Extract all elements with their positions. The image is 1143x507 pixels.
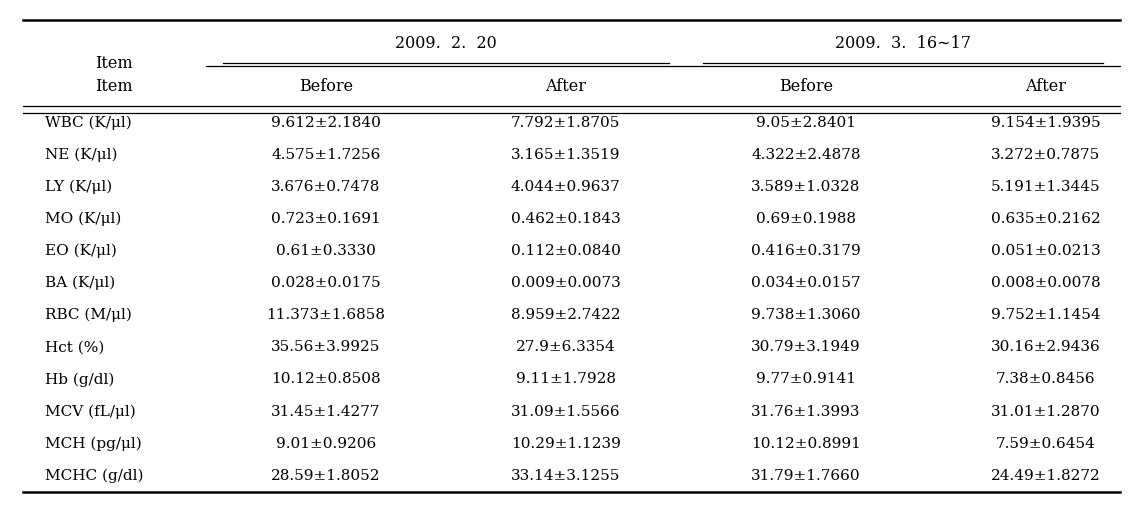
Text: 31.09±1.5566: 31.09±1.5566 [511, 405, 621, 418]
Text: 24.49±1.8272: 24.49±1.8272 [991, 469, 1101, 483]
Text: MO (K/μl): MO (K/μl) [45, 211, 121, 226]
Text: Item: Item [96, 78, 133, 95]
Text: 0.635±0.2162: 0.635±0.2162 [991, 212, 1101, 226]
Text: 4.575±1.7256: 4.575±1.7256 [271, 148, 381, 162]
Text: 5.191±1.3445: 5.191±1.3445 [991, 180, 1101, 194]
Text: BA (K/μl): BA (K/μl) [45, 276, 115, 291]
Text: 9.01±0.9206: 9.01±0.9206 [275, 437, 376, 451]
Text: 31.45±1.4277: 31.45±1.4277 [271, 405, 381, 418]
Text: 8.959±2.7422: 8.959±2.7422 [511, 308, 621, 322]
Text: 30.16±2.9436: 30.16±2.9436 [991, 340, 1101, 354]
Text: 31.76±1.3993: 31.76±1.3993 [751, 405, 861, 418]
Text: 0.008±0.0078: 0.008±0.0078 [991, 276, 1101, 290]
Text: After: After [1025, 78, 1066, 95]
Text: 0.112±0.0840: 0.112±0.0840 [511, 244, 621, 258]
Text: 3.165±1.3519: 3.165±1.3519 [511, 148, 621, 162]
Text: Before: Before [778, 78, 833, 95]
Text: 27.9±6.3354: 27.9±6.3354 [515, 340, 616, 354]
Text: 10.12±0.8991: 10.12±0.8991 [751, 437, 861, 451]
Text: 0.462±0.1843: 0.462±0.1843 [511, 212, 621, 226]
Text: WBC (K/μl): WBC (K/μl) [45, 115, 131, 130]
Text: 11.373±1.6858: 11.373±1.6858 [266, 308, 385, 322]
Text: MCHC (g/dl): MCHC (g/dl) [45, 468, 143, 483]
Text: 30.79±3.1949: 30.79±3.1949 [751, 340, 861, 354]
Text: Hct (%): Hct (%) [45, 340, 104, 354]
Text: 3.272±0.7875: 3.272±0.7875 [991, 148, 1101, 162]
Text: 10.12±0.8508: 10.12±0.8508 [271, 373, 381, 386]
Text: MCH (pg/μl): MCH (pg/μl) [45, 437, 142, 451]
Text: Before: Before [298, 78, 353, 95]
Text: 0.416±0.3179: 0.416±0.3179 [751, 244, 861, 258]
Text: 4.322±2.4878: 4.322±2.4878 [751, 148, 861, 162]
Text: NE (K/μl): NE (K/μl) [45, 148, 118, 162]
Text: 0.009±0.0073: 0.009±0.0073 [511, 276, 621, 290]
Text: 0.051±0.0213: 0.051±0.0213 [991, 244, 1101, 258]
Text: 9.154±1.9395: 9.154±1.9395 [991, 116, 1101, 129]
Text: After: After [545, 78, 586, 95]
Text: 2009.  3.  16∼17: 2009. 3. 16∼17 [836, 34, 970, 52]
Text: 0.69±0.1988: 0.69±0.1988 [756, 212, 856, 226]
Text: 9.738±1.3060: 9.738±1.3060 [751, 308, 861, 322]
Text: 28.59±1.8052: 28.59±1.8052 [271, 469, 381, 483]
Text: Item: Item [96, 55, 133, 72]
Text: LY (K/μl): LY (K/μl) [45, 179, 112, 194]
Text: 9.752±1.1454: 9.752±1.1454 [991, 308, 1101, 322]
Text: 9.77±0.9141: 9.77±0.9141 [756, 373, 856, 386]
Text: EO (K/μl): EO (K/μl) [45, 244, 117, 258]
Text: 10.29±1.1239: 10.29±1.1239 [511, 437, 621, 451]
Text: 0.723±0.1691: 0.723±0.1691 [271, 212, 381, 226]
Text: 9.612±2.1840: 9.612±2.1840 [271, 116, 381, 129]
Text: 35.56±3.9925: 35.56±3.9925 [271, 340, 381, 354]
Text: 7.38±0.8456: 7.38±0.8456 [996, 373, 1096, 386]
Text: 3.589±1.0328: 3.589±1.0328 [751, 180, 861, 194]
Text: 9.11±1.7928: 9.11±1.7928 [515, 373, 616, 386]
Text: 7.792±1.8705: 7.792±1.8705 [511, 116, 621, 129]
Text: 9.05±2.8401: 9.05±2.8401 [756, 116, 856, 129]
Text: 33.14±3.1255: 33.14±3.1255 [511, 469, 621, 483]
Text: 0.034±0.0157: 0.034±0.0157 [751, 276, 861, 290]
Text: 31.01±1.2870: 31.01±1.2870 [991, 405, 1101, 418]
Text: 0.028±0.0175: 0.028±0.0175 [271, 276, 381, 290]
Text: Hb (g/dl): Hb (g/dl) [45, 372, 114, 387]
Text: 31.79±1.7660: 31.79±1.7660 [751, 469, 861, 483]
Text: 3.676±0.7478: 3.676±0.7478 [271, 180, 381, 194]
Text: RBC (M/μl): RBC (M/μl) [45, 308, 131, 322]
Text: 4.044±0.9637: 4.044±0.9637 [511, 180, 621, 194]
Text: 0.61±0.3330: 0.61±0.3330 [275, 244, 376, 258]
Text: 2009.  2.  20: 2009. 2. 20 [394, 34, 497, 52]
Text: 7.59±0.6454: 7.59±0.6454 [996, 437, 1096, 451]
Text: MCV (fL/μl): MCV (fL/μl) [45, 404, 136, 419]
